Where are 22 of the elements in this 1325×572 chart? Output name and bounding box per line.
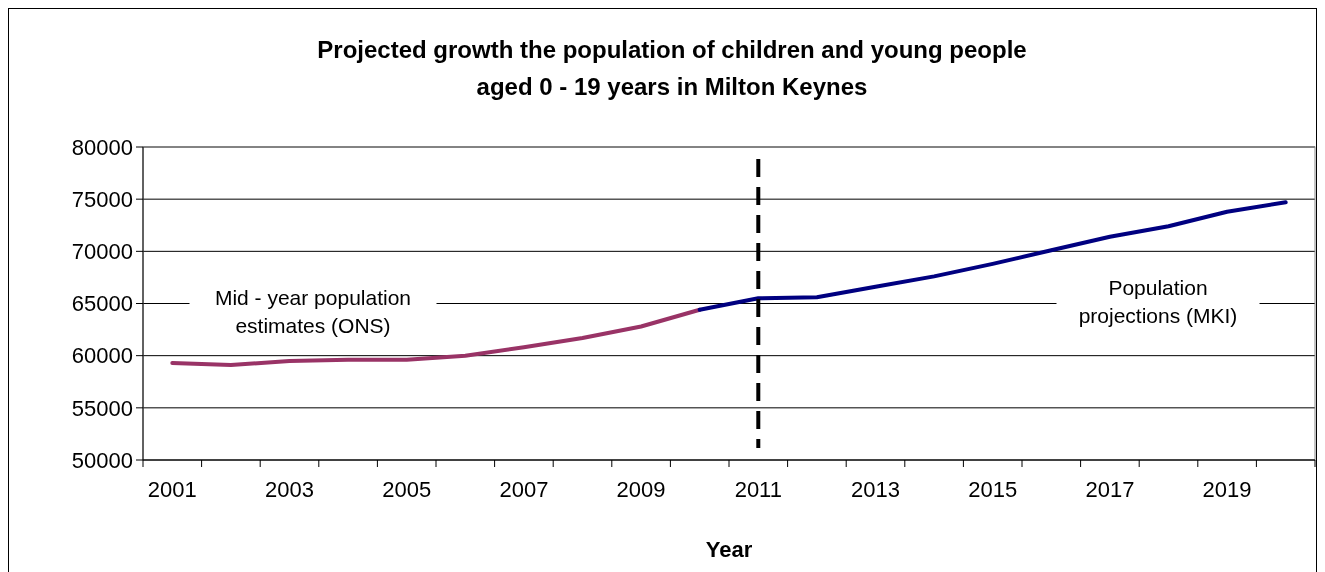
x-tick-label: 2017 <box>1085 477 1135 502</box>
x-tick-label: 2015 <box>968 477 1018 502</box>
y-tick-label: 55000 <box>71 395 133 421</box>
y-tick-label: 65000 <box>71 291 133 317</box>
x-tick-label: 2001 <box>147 477 197 502</box>
y-tick-label: 50000 <box>71 447 133 473</box>
x-tick-label: 2019 <box>1202 477 1252 502</box>
x-tick-label: 2013 <box>851 477 900 502</box>
y-tick-label: 60000 <box>71 343 133 369</box>
x-axis-title: Year <box>705 537 753 562</box>
x-tick-label: 2009 <box>616 477 666 502</box>
chart-title: Projected growth the population of children and young people aged 0 - 19 years in Milton Keynes <box>317 36 1027 100</box>
x-tick-label: 2005 <box>382 477 432 502</box>
y-tick-label: 80000 <box>71 134 133 160</box>
annotation: Mid - year population estimates (ONS) <box>214 286 412 337</box>
line-series <box>170 307 702 368</box>
y-tick-label: 75000 <box>71 186 133 212</box>
x-tick-label: 2003 <box>265 477 314 502</box>
annotation: Population projections (MKI) <box>1078 276 1238 327</box>
x-tick-label: 2007 <box>499 477 549 502</box>
x-tick-label: 2011 <box>734 477 782 502</box>
y-tick-label: 70000 <box>71 239 133 265</box>
